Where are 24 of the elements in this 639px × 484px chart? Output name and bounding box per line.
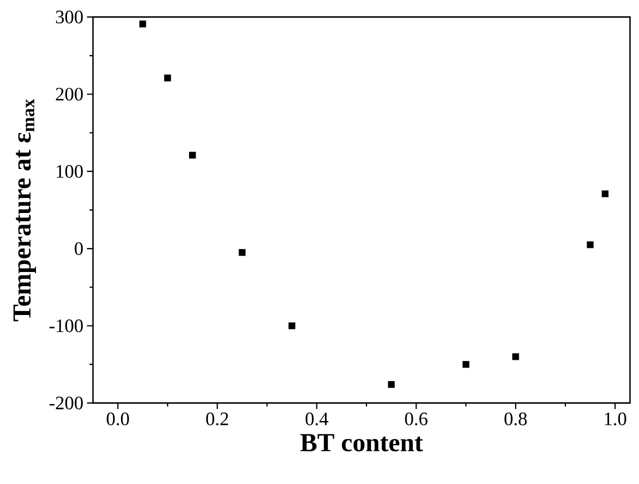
y-tick-label: 0 bbox=[74, 242, 83, 255]
point bbox=[586, 241, 594, 248]
y-tick-label: 200 bbox=[56, 88, 83, 101]
point bbox=[602, 190, 609, 198]
point bbox=[238, 249, 246, 256]
point bbox=[288, 322, 296, 330]
x-tick-label: 0.4 bbox=[306, 412, 328, 426]
x-tick-label: 0.2 bbox=[206, 412, 228, 426]
y-tick-label: 100 bbox=[56, 165, 83, 178]
y-tick-label: 300 bbox=[56, 10, 83, 24]
point bbox=[388, 381, 395, 388]
point bbox=[189, 152, 196, 159]
x-tick-label: 1.0 bbox=[604, 412, 626, 426]
x-axis-title: BT content bbox=[300, 434, 423, 452]
y-tick-label: -100 bbox=[50, 319, 83, 332]
point bbox=[462, 361, 470, 368]
point bbox=[139, 20, 146, 28]
y-tick-label: -200 bbox=[50, 396, 83, 410]
x-tick-label: 0.0 bbox=[106, 412, 129, 426]
x-tick-label: 0.8 bbox=[504, 412, 527, 426]
point bbox=[164, 74, 171, 82]
x-tick-label: 0.6 bbox=[405, 412, 428, 426]
point bbox=[512, 353, 520, 360]
y-axis-title: Temperature at ε$_{max}$ bbox=[14, 98, 36, 322]
